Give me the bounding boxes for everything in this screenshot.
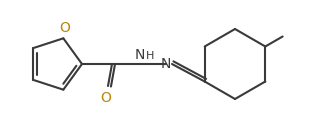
Text: H: H (146, 51, 154, 61)
Text: O: O (59, 21, 70, 35)
Text: N: N (135, 48, 145, 62)
Text: N: N (161, 57, 171, 71)
Text: O: O (100, 91, 111, 105)
